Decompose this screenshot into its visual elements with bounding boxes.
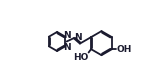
Text: HO: HO — [73, 53, 88, 62]
Text: N: N — [63, 31, 71, 40]
Text: OH: OH — [117, 44, 132, 54]
Text: N: N — [74, 33, 82, 42]
Text: N: N — [63, 43, 71, 52]
